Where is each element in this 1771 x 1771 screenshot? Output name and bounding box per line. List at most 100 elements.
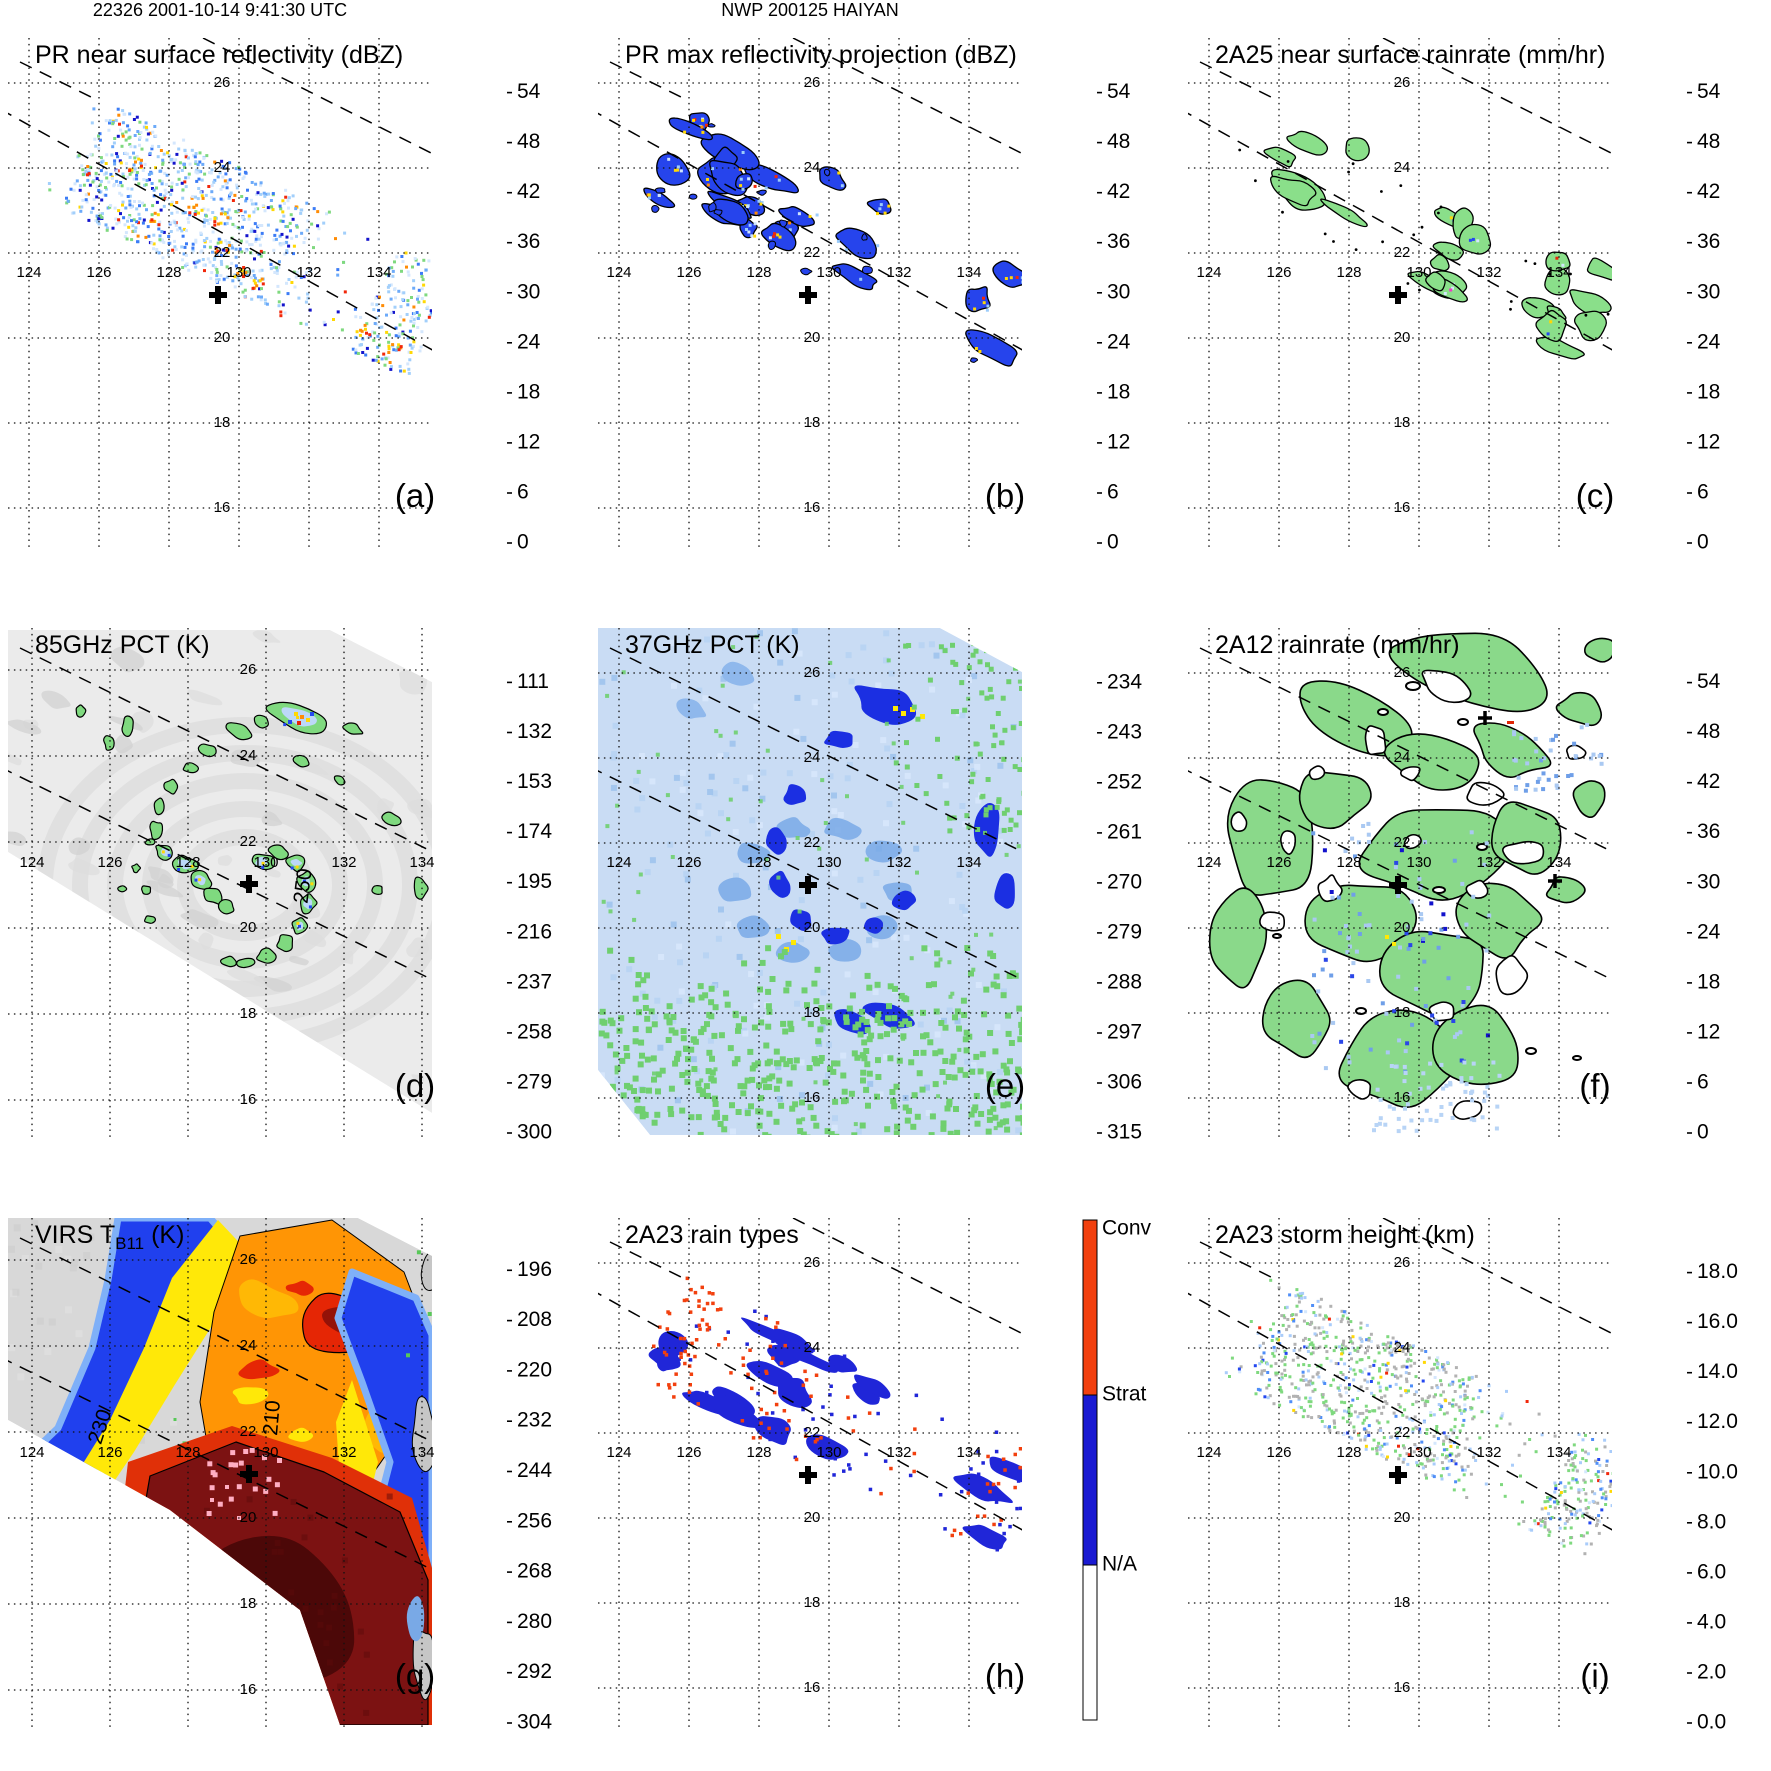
data-pixel [195,203,199,207]
data-pixel [1482,862,1487,867]
data-pixel [138,120,142,124]
data-pixel [1569,1486,1573,1490]
colorbar: 18.016.014.012.010.08.06.04.02.00.0 [1687,1260,1738,1734]
colorbar-tick-label: 48 [1697,130,1720,153]
data-pixel [309,1670,316,1677]
data-pixel [1520,1500,1524,1504]
data-pixel [764,1014,771,1021]
data-pixel [991,743,997,749]
data-pixel [720,675,727,682]
data-pixel [289,213,293,217]
data-pixel [154,134,158,138]
data-pixel [828,1131,835,1135]
data-pixel [1271,1352,1275,1356]
data-pixel [1469,1076,1474,1081]
data-pixel [811,1056,818,1063]
data-pixel [701,130,705,134]
data-pixel [163,171,167,175]
data-blob [1347,1079,1372,1100]
data-pixel [1468,1447,1472,1451]
data-pixel [122,175,126,179]
data-pixel [963,1029,970,1036]
data-pixel [857,876,864,883]
data-pixel [114,217,118,221]
data-pixel [877,1019,884,1026]
data-field [643,112,1022,367]
data-pixel [305,201,309,205]
data-pixel [1423,1420,1426,1424]
data-pixel [1406,1435,1410,1439]
data-blob [121,715,134,737]
data-blob [1583,637,1612,663]
data-pixel [689,1287,693,1292]
colorbar-category-label: Conv [1102,1217,1152,1240]
data-pixel [1341,1416,1345,1420]
data-pixel [121,121,125,125]
data-pixel [831,808,838,815]
data-pixel [771,1339,775,1343]
data-pixel [209,276,213,280]
data-pixel [1356,1397,1359,1400]
data-pixel [801,1117,806,1122]
lat-label: 26 [804,1254,821,1271]
lon-label: 124 [1196,854,1221,871]
data-pixel [43,1530,51,1538]
data-pixel [1015,1127,1022,1134]
data-pixel [859,1016,866,1023]
data-pixel [938,1020,945,1026]
data-pixel [1010,725,1016,731]
data-pixel [763,1084,769,1091]
data-pixel [1423,1454,1427,1458]
colorbar-tick-label: 268 [517,1560,552,1583]
data-pixel [668,1027,675,1034]
data-pixel [1312,917,1317,922]
lon-label: 130 [816,854,841,871]
data-pixel [231,279,235,283]
data-pixel [1614,1452,1617,1455]
data-pixel [386,1493,393,1500]
data-pixel [100,215,104,219]
data-pixel [893,1083,900,1090]
data-pixel [1462,1418,1466,1422]
data-pixel [206,208,210,212]
data-pixel [126,195,130,198]
data-pixel [1402,1064,1407,1069]
data-pixel [1350,974,1355,979]
data-pixel [1001,988,1007,995]
lat-label: 24 [804,1339,821,1356]
data-pixel [1385,1442,1389,1446]
data-pixel [168,1548,173,1553]
data-pixel [939,1069,946,1075]
data-pixel [386,356,390,360]
data-pixel [1363,1378,1367,1382]
data-pixel [1349,1404,1353,1408]
data-pixel [192,206,196,209]
data-pixel [1309,1379,1312,1383]
data-pixel [690,1056,697,1063]
header-storm-id: NWP 200125 HAIYAN [721,0,899,20]
data-pixel [55,1245,63,1253]
data-pixel [99,156,103,160]
data-pixel [153,211,157,215]
data-pixel [225,211,229,215]
data-pixel [988,666,994,672]
colorbar-tick-label: 18 [1107,380,1130,403]
data-pixel [1410,1384,1413,1388]
data-pixel [220,159,224,163]
data-pixel [670,855,675,859]
data-pixel [766,1110,773,1117]
colorbar-tick-label: 216 [517,920,552,943]
data-pixel [1346,1055,1351,1060]
data-pixel [288,221,292,225]
data-pixel [1597,754,1602,759]
data-pixel [1266,1371,1270,1374]
data-pixel [279,219,283,223]
data-pixel [397,332,401,336]
data-pixel [95,214,99,218]
data-pixel [1554,1487,1558,1491]
data-pixel [1363,1438,1367,1442]
data-pixel [767,1426,771,1431]
data-pixel [1461,1468,1465,1472]
data-pixel [167,154,171,158]
data-pixel [1439,1112,1444,1117]
